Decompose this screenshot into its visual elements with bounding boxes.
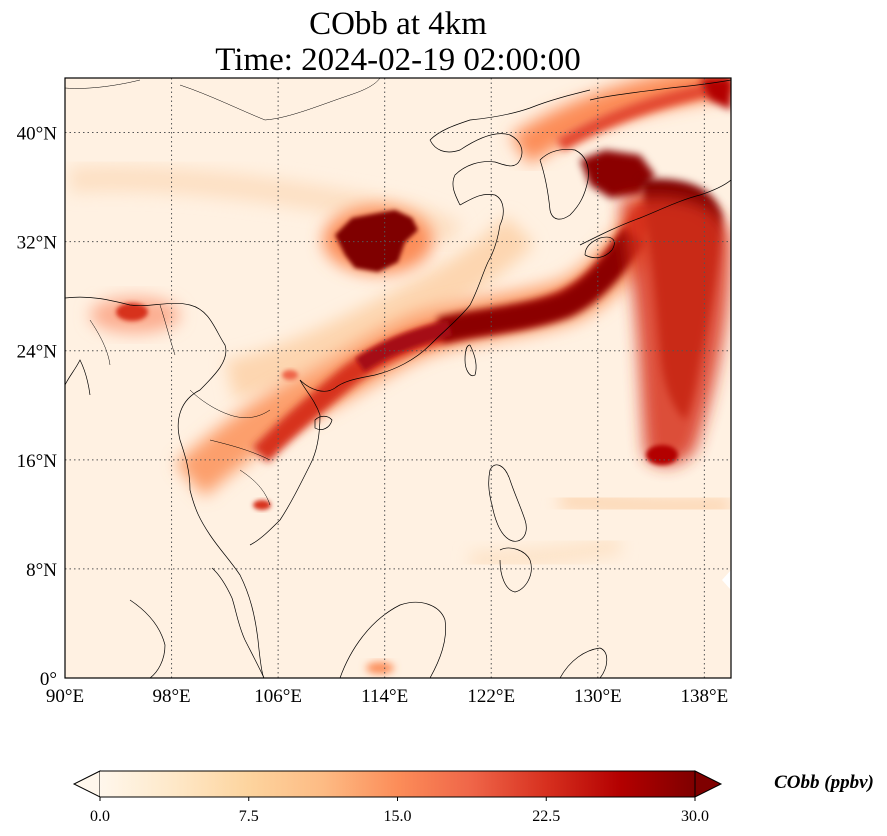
lon-tick-label: 122°E	[467, 686, 515, 707]
coastline-vietnam	[249, 379, 321, 546]
coastline-hainan	[314, 415, 333, 430]
plume-korea-core	[580, 150, 655, 198]
latitude-tick-labels: 0° 8°N 16°N 24°N 32°N 40°N	[17, 124, 58, 690]
map-gridlines	[65, 78, 731, 678]
lat-tick-label: 32°N	[17, 233, 58, 254]
coastline-mainland-west	[65, 296, 265, 678]
colorbar-tick-label: 7.5	[239, 808, 259, 825]
coastline-japan-honshu	[579, 179, 731, 246]
coastline-russia	[589, 79, 731, 101]
plume-central-china-core	[335, 210, 418, 272]
plume-faint-north	[69, 165, 463, 247]
map-missing-data-patch	[722, 570, 731, 590]
lon-tick-label: 90°E	[46, 686, 84, 707]
plume-borneo-core	[366, 662, 394, 674]
plume-vietnam-core	[282, 370, 298, 380]
lat-tick-label: 16°N	[17, 451, 58, 472]
lon-tick-label: 130°E	[574, 686, 622, 707]
coastline-east-china	[459, 194, 504, 263]
coastline-new-guinea	[559, 647, 608, 678]
map-frame	[64, 77, 732, 679]
lon-tick-label: 138°E	[681, 686, 729, 707]
lon-tick-label: 106°E	[254, 686, 302, 707]
coastlines	[65, 78, 731, 678]
colorbar-over-arrow	[694, 770, 723, 798]
coastline-sumatra	[129, 599, 166, 678]
lon-tick-label: 114°E	[361, 686, 408, 707]
colorbar-tick-label: 30.0	[681, 808, 709, 825]
border-mongolia	[65, 78, 381, 121]
coastline-north	[429, 89, 591, 141]
plume-band-coast	[355, 320, 453, 372]
map-time-subtitle: Time: 2024-02-19 02:00:00	[215, 42, 581, 78]
plume-band-core	[437, 227, 646, 343]
coastline-kyushu	[584, 236, 615, 259]
colorbar-gradient	[100, 771, 695, 797]
colorbar-tick-label: 22.5	[532, 808, 560, 825]
plume-faint-china	[225, 215, 535, 400]
longitude-tick-labels: 90°E 98°E 106°E 114°E 122°E 130°E 138°E	[46, 686, 728, 707]
coastline-taiwan	[464, 344, 477, 376]
coastline-mindanao	[499, 547, 532, 593]
coastline-malay-west	[211, 567, 265, 678]
lat-tick-label: 0°	[40, 669, 57, 690]
plume-pacific-mid	[620, 196, 731, 466]
lat-tick-label: 8°N	[26, 560, 57, 581]
colorbar-tick-label: 0.0	[90, 808, 110, 825]
colorbar-under-arrow	[72, 770, 101, 798]
plume-northeast-corner	[700, 78, 731, 110]
lon-tick-label: 98°E	[152, 686, 190, 707]
coastline-south-china	[299, 261, 489, 392]
map-title: CObb at 4km	[309, 6, 487, 42]
coastline-korea	[539, 149, 589, 220]
coastline-borneo	[339, 601, 446, 678]
coastline-bay-of-bengal	[65, 359, 91, 396]
country-borders-indochina	[189, 389, 271, 506]
coastline-bohai	[429, 133, 523, 206]
lat-tick-label: 24°N	[17, 342, 58, 363]
plume-faint-east	[559, 489, 731, 519]
plume-indochina-core	[253, 500, 271, 510]
lat-tick-label: 40°N	[17, 124, 58, 145]
plume-pacific-tail	[646, 445, 678, 465]
colorbar-tick-label: 15.0	[384, 808, 412, 825]
colorbar: 0.0 7.5 15.0 22.5 30.0 CObb (ppbv)	[72, 770, 874, 825]
colorbar-tick-labels: 0.0 7.5 15.0 22.5 30.0	[90, 797, 709, 825]
plume-west-core	[116, 303, 148, 321]
plume-faint-southeast	[469, 536, 622, 569]
colorbar-title: CObb (ppbv)	[774, 772, 874, 793]
